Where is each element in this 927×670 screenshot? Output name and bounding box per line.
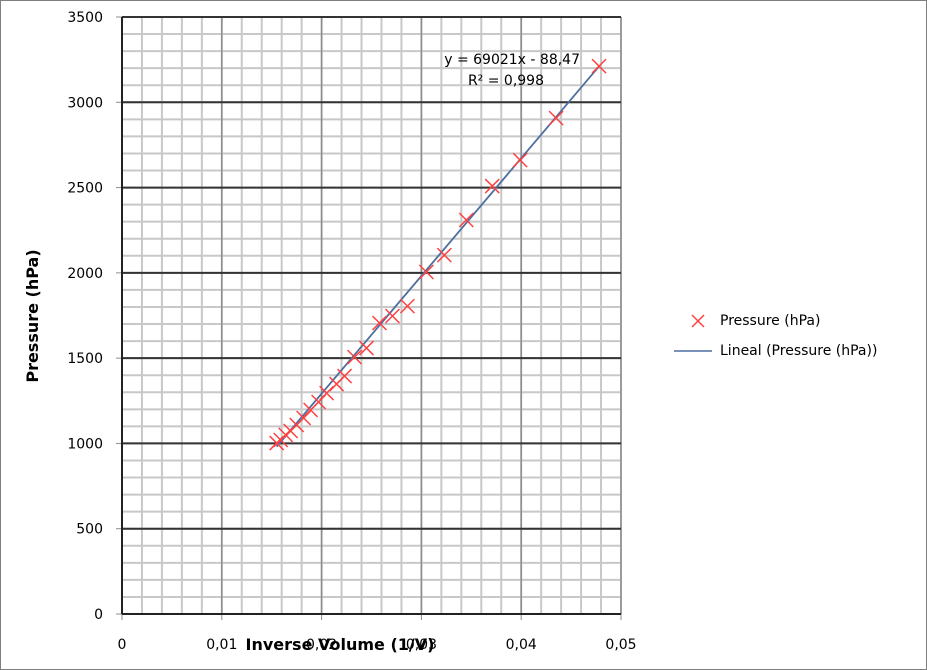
x-tick-label: 0,05	[605, 637, 636, 653]
data-point-marker	[418, 264, 434, 280]
data-point-marker	[399, 298, 415, 314]
data-point-marker	[591, 58, 607, 74]
y-tick-label: 500	[76, 522, 103, 538]
x-tick-label: 0,02	[306, 637, 337, 653]
data-point-marker	[384, 308, 400, 324]
y-tick-label: 2000	[67, 266, 103, 282]
x-tick-label: 0	[118, 637, 127, 653]
legend-item-pressure: Pressure (hPa)	[680, 306, 877, 336]
y-tick-label: 1500	[67, 351, 103, 367]
trendline-equation: y = 69021x - 88,47 R² = 0,998	[420, 50, 580, 92]
x-tick-label: 0,03	[406, 637, 437, 653]
data-point-marker	[436, 247, 452, 263]
y-tick-label: 0	[94, 607, 103, 623]
line-marker-icon	[674, 341, 720, 361]
y-tick-label: 3000	[67, 95, 103, 111]
data-point-marker	[358, 340, 375, 356]
y-tick-label: 3500	[67, 10, 103, 26]
y-tick-label: 2500	[67, 181, 103, 197]
x-tick-label: 0,01	[206, 637, 237, 653]
trendline	[276, 65, 600, 448]
x-axis-title: Inverse Volume (1/V)	[246, 635, 435, 654]
data-point-marker	[458, 212, 474, 228]
legend: Pressure (hPa) Lineal (Pressure (hPa))	[674, 306, 878, 366]
data-point-marker	[371, 315, 388, 331]
data-point-marker	[337, 368, 353, 384]
data-point-marker	[548, 110, 564, 126]
equation-text: y = 69021x - 88,47	[444, 52, 580, 68]
data-point-marker	[484, 178, 500, 194]
y-tick-label: 1000	[67, 436, 103, 452]
data-point-marker	[512, 152, 528, 168]
legend-item-trendline: Lineal (Pressure (hPa))	[674, 336, 878, 366]
x-marker-icon	[680, 311, 720, 331]
x-tick-label: 0,04	[506, 637, 537, 653]
y-axis-title: Pressure (hPa)	[23, 249, 42, 382]
legend-label: Lineal (Pressure (hPa))	[720, 343, 878, 359]
data-point-marker	[347, 349, 363, 365]
legend-label: Pressure (hPa)	[720, 313, 821, 329]
r-squared-text: R² = 0,998	[467, 73, 544, 89]
